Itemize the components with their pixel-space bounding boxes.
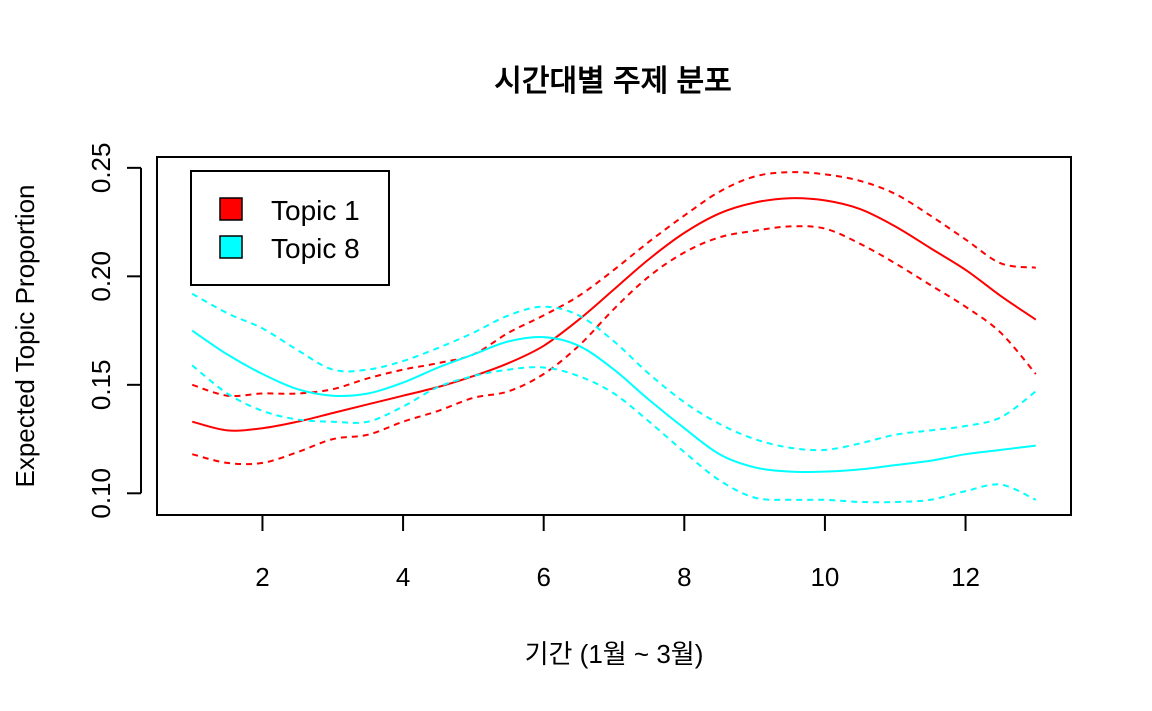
y-tick-label: 0.10: [86, 468, 116, 519]
x-axis: 2 4 6 8 10 12: [255, 515, 980, 592]
legend: Topic 1 Topic 8: [190, 170, 390, 286]
y-tick-label: 0.25: [86, 143, 116, 194]
legend-box: [190, 170, 390, 286]
legend-swatch-topic-8: [219, 235, 243, 259]
y-tick-label: 0.15: [86, 360, 116, 411]
series-line-topic-8: [191, 329, 1036, 474]
x-axis-label: 기간 (1월 ~ 3월): [525, 639, 704, 669]
y-tick-label: 0.20: [86, 251, 116, 302]
plot-frame: [156, 156, 1072, 516]
y-axis-label: Expected Topic Proportion: [10, 184, 40, 487]
x-tick-label: 12: [951, 562, 980, 592]
x-tick-label: 6: [536, 562, 550, 592]
series-group: [191, 171, 1037, 504]
legend-swatch-topic-1: [219, 197, 243, 221]
series-line-topic-8-lower: [191, 364, 1037, 504]
chart-title: 시간대별 주제 분포: [494, 65, 731, 98]
x-tick-label: 2: [255, 562, 269, 592]
x-tick-label: 10: [810, 562, 839, 592]
y-axis: 0.10 0.15 0.20 0.25: [86, 143, 142, 519]
series-line-topic-1: [191, 197, 1037, 432]
series-line-topic-1-upper: [191, 171, 1036, 398]
legend-label-topic-8: Topic 8: [271, 233, 360, 264]
series-line-topic-1-lower: [191, 225, 1037, 466]
legend-label-topic-1: Topic 1: [271, 195, 360, 226]
x-tick-label: 4: [396, 562, 410, 592]
series-line-topic-8-upper: [191, 292, 1037, 452]
x-tick-label: 8: [677, 562, 691, 592]
